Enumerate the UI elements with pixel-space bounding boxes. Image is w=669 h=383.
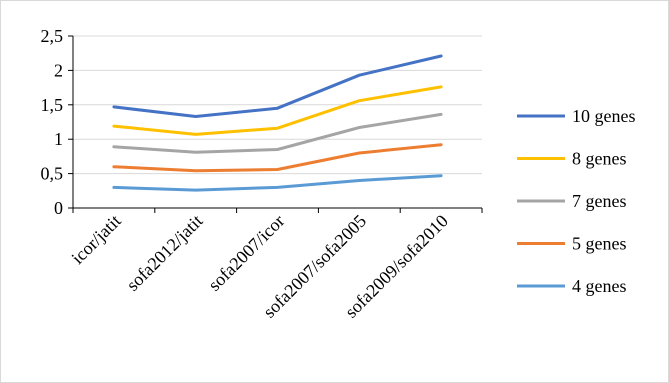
- y-tick-labels: 0 0,5 1 1,5 2 2,5: [41, 26, 64, 218]
- y-tick-label: 0,5: [41, 164, 64, 184]
- axes: [68, 35, 483, 213]
- y-tick-label: 0: [54, 198, 63, 218]
- y-tick-label: 1,5: [41, 95, 64, 115]
- gridlines: [73, 35, 482, 175]
- series-lines: [112, 54, 443, 192]
- series-line-1: [112, 54, 443, 118]
- y-tick-label: 2,5: [41, 26, 64, 46]
- legend: 10 genes 8 genes 7 genes 5 genes 4 genes: [517, 106, 635, 296]
- series-line-2: [112, 85, 443, 136]
- legend-label: 4 genes: [572, 276, 626, 296]
- legend-label: 7 genes: [572, 191, 626, 211]
- series-line-5: [112, 174, 443, 192]
- series-line-3: [112, 112, 443, 154]
- y-tick-label: 2: [54, 60, 63, 80]
- series-line-4: [112, 143, 443, 173]
- legend-label: 8 genes: [572, 149, 626, 169]
- legend-label: 5 genes: [572, 234, 626, 254]
- legend-label: 10 genes: [572, 106, 635, 126]
- y-tick-label: 1: [54, 129, 63, 149]
